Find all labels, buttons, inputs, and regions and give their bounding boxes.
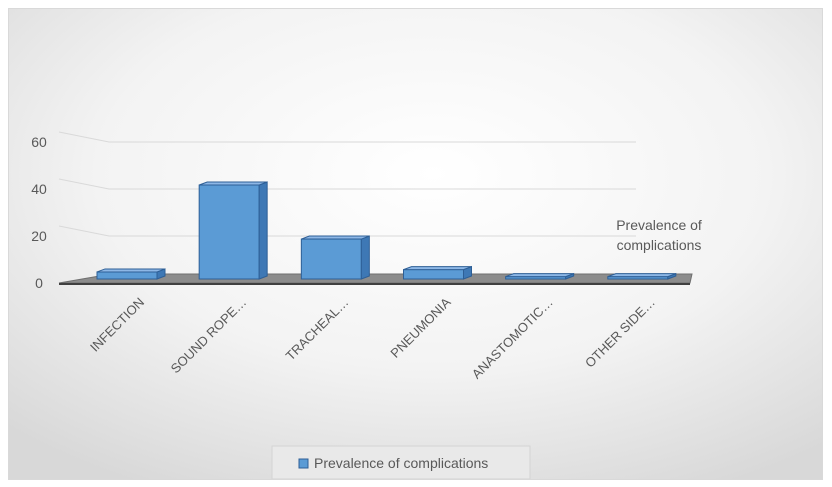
series-side-label-line2: complications: [617, 237, 702, 253]
bar: [198, 184, 260, 280]
bar-top: [198, 181, 268, 186]
bar: [300, 238, 362, 280]
bar-top: [607, 273, 677, 278]
bar-group: [607, 272, 677, 280]
bar-side: [360, 235, 370, 280]
bar-group: [300, 235, 370, 280]
legend: Prevalence of complications: [271, 445, 531, 479]
bar: [96, 271, 158, 280]
bar-top: [96, 268, 166, 273]
gridline: [58, 131, 636, 143]
bar: [403, 269, 464, 280]
y-tick-label: 0: [35, 275, 43, 291]
chart-container: 0 20 40 60 INFECTION SOUND ROPE… TRACHEAL… PNE…: [8, 8, 823, 480]
legend-label: Prevalence of complications: [314, 455, 488, 471]
chart-background: [9, 9, 822, 479]
bar-top: [505, 273, 574, 278]
bar-group: [403, 265, 472, 280]
bar-group: [198, 181, 268, 280]
y-tick-label: 20: [31, 228, 47, 244]
gridline: [58, 178, 636, 190]
y-tick-label: 60: [31, 134, 47, 150]
legend-box: [271, 445, 531, 479]
bar-group: [96, 268, 166, 280]
gridline: [58, 225, 636, 237]
series-side-label: Prevalence of: [616, 217, 702, 233]
y-tick-label: 40: [31, 181, 47, 197]
bar-top: [403, 266, 472, 271]
legend-swatch: [298, 458, 309, 469]
bar-side: [258, 181, 268, 280]
bar-group: [505, 272, 575, 280]
bar-top: [301, 235, 370, 240]
